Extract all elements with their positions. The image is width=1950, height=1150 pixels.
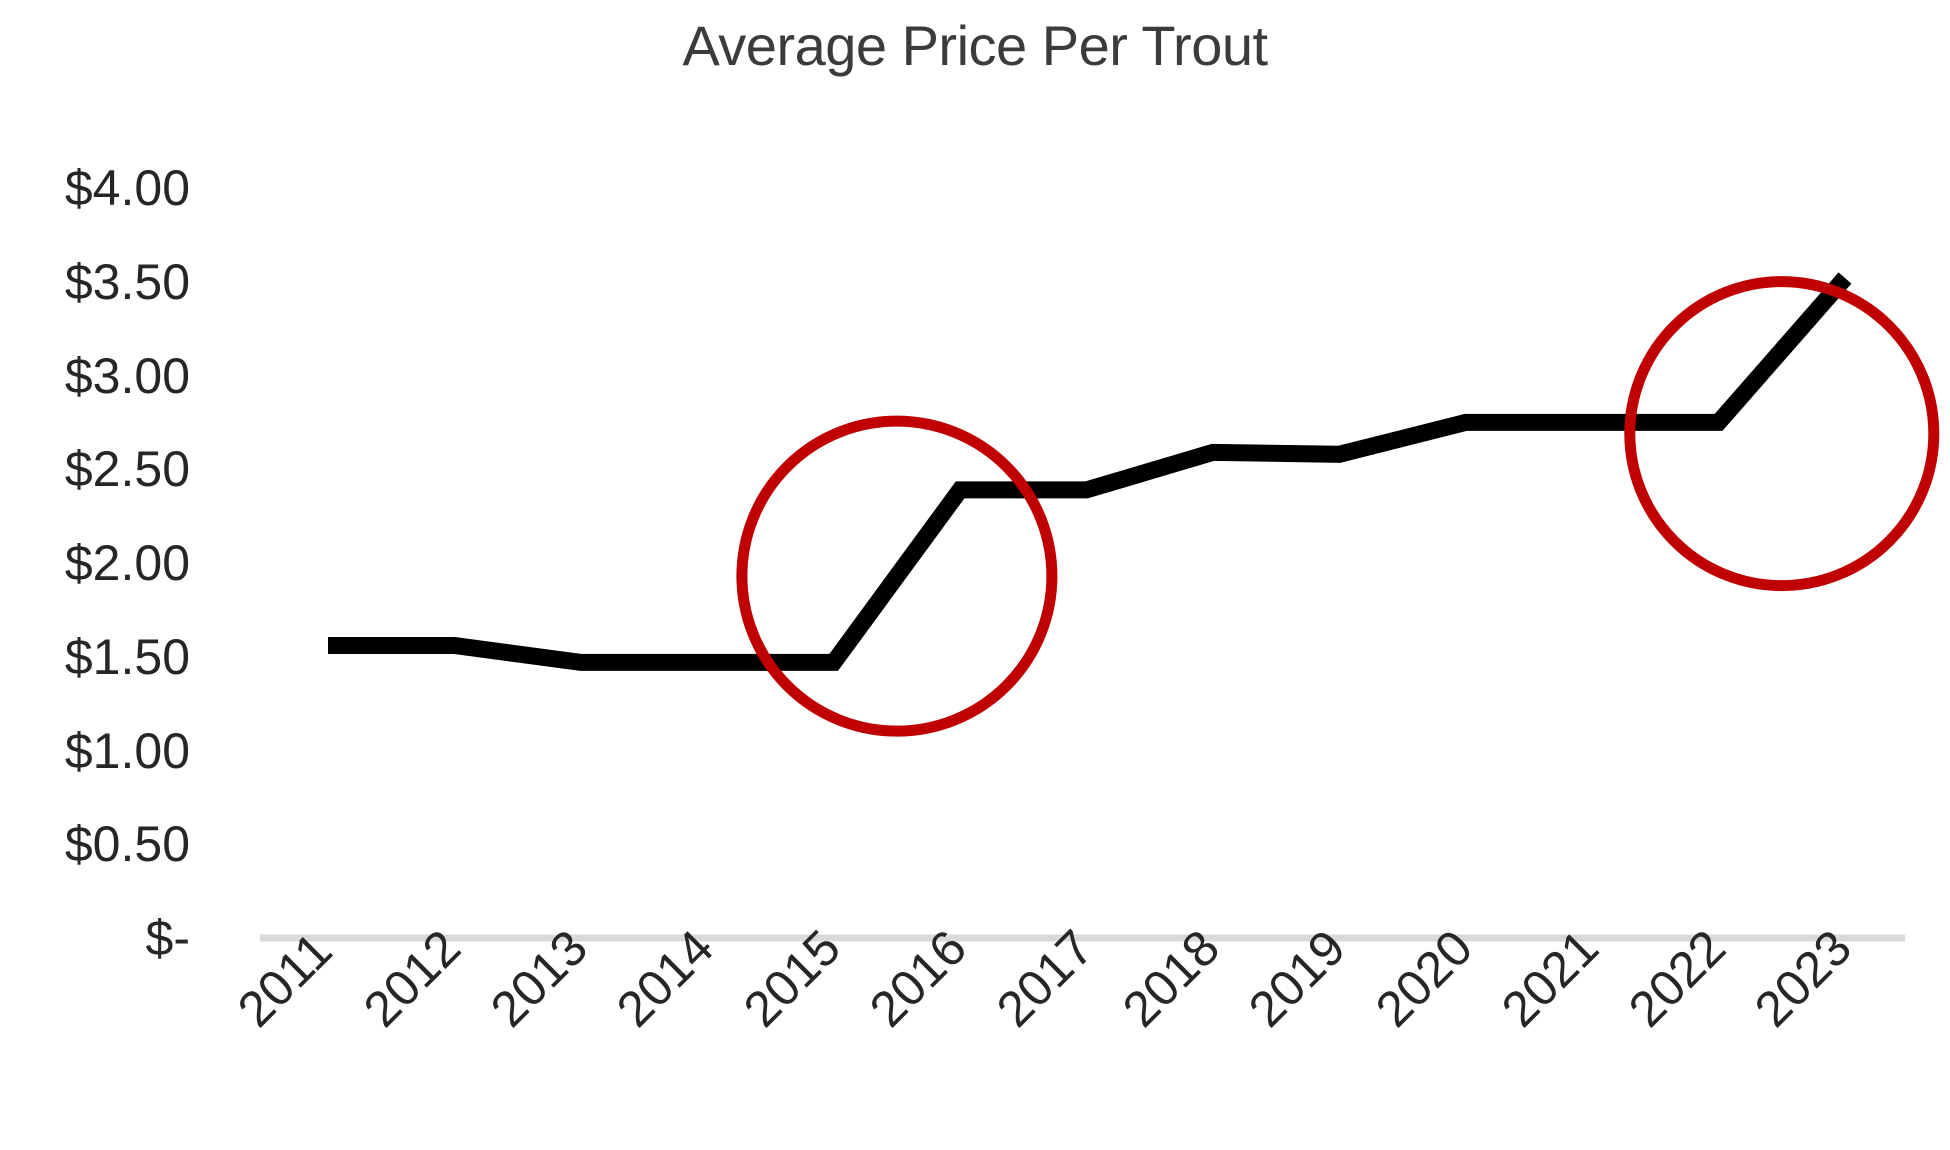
x-axis-tick-label: 2018 bbox=[1111, 919, 1231, 1038]
y-axis-tick-label: $1.00 bbox=[64, 722, 190, 779]
y-axis-tick-labels: $4.00 $3.50 $3.00 $2.50 $2.00 $1.50 $1.00 $0.50… bbox=[0, 0, 190, 1150]
x-axis-tick-label: 2013 bbox=[479, 919, 598, 1038]
y-axis-tick-label: $2.50 bbox=[64, 441, 190, 498]
x-axis-tick-label: 2020 bbox=[1364, 919, 1483, 1038]
x-axis-tick-label: 2022 bbox=[1617, 919, 1736, 1038]
x-axis-tick-label: 2016 bbox=[858, 919, 978, 1038]
highlight-circle-2022-2023-icon bbox=[1624, 276, 1940, 592]
x-axis-tick-label: 2014 bbox=[606, 919, 725, 1038]
y-axis-tick-label: $4.00 bbox=[64, 160, 190, 216]
x-axis-tick-label: 2011 bbox=[226, 921, 343, 1038]
x-axis-tick-label: 2017 bbox=[985, 919, 1104, 1038]
chart-title: Average Price Per Trout bbox=[682, 14, 1268, 77]
y-axis-tick-label: $1.50 bbox=[64, 628, 190, 685]
y-axis-tick-label: $3.00 bbox=[64, 347, 190, 404]
x-axis-tick-label: 2023 bbox=[1743, 919, 1863, 1038]
data-series-line bbox=[328, 272, 1852, 671]
y-axis-tick-label: $- bbox=[145, 910, 190, 966]
x-axis-tick-label: 2015 bbox=[732, 919, 851, 1038]
x-axis-tick-label: 2012 bbox=[353, 919, 472, 1038]
y-axis-tick-label: $0.50 bbox=[64, 816, 190, 873]
x-axis-tick-label: 2021 bbox=[1491, 919, 1610, 1038]
y-axis-tick-label: $3.50 bbox=[64, 253, 190, 310]
y-axis-tick-label: $2.00 bbox=[64, 535, 190, 591]
x-axis-tick-label: 2019 bbox=[1238, 919, 1357, 1038]
highlight-circle-2015-2016-icon bbox=[736, 415, 1058, 737]
